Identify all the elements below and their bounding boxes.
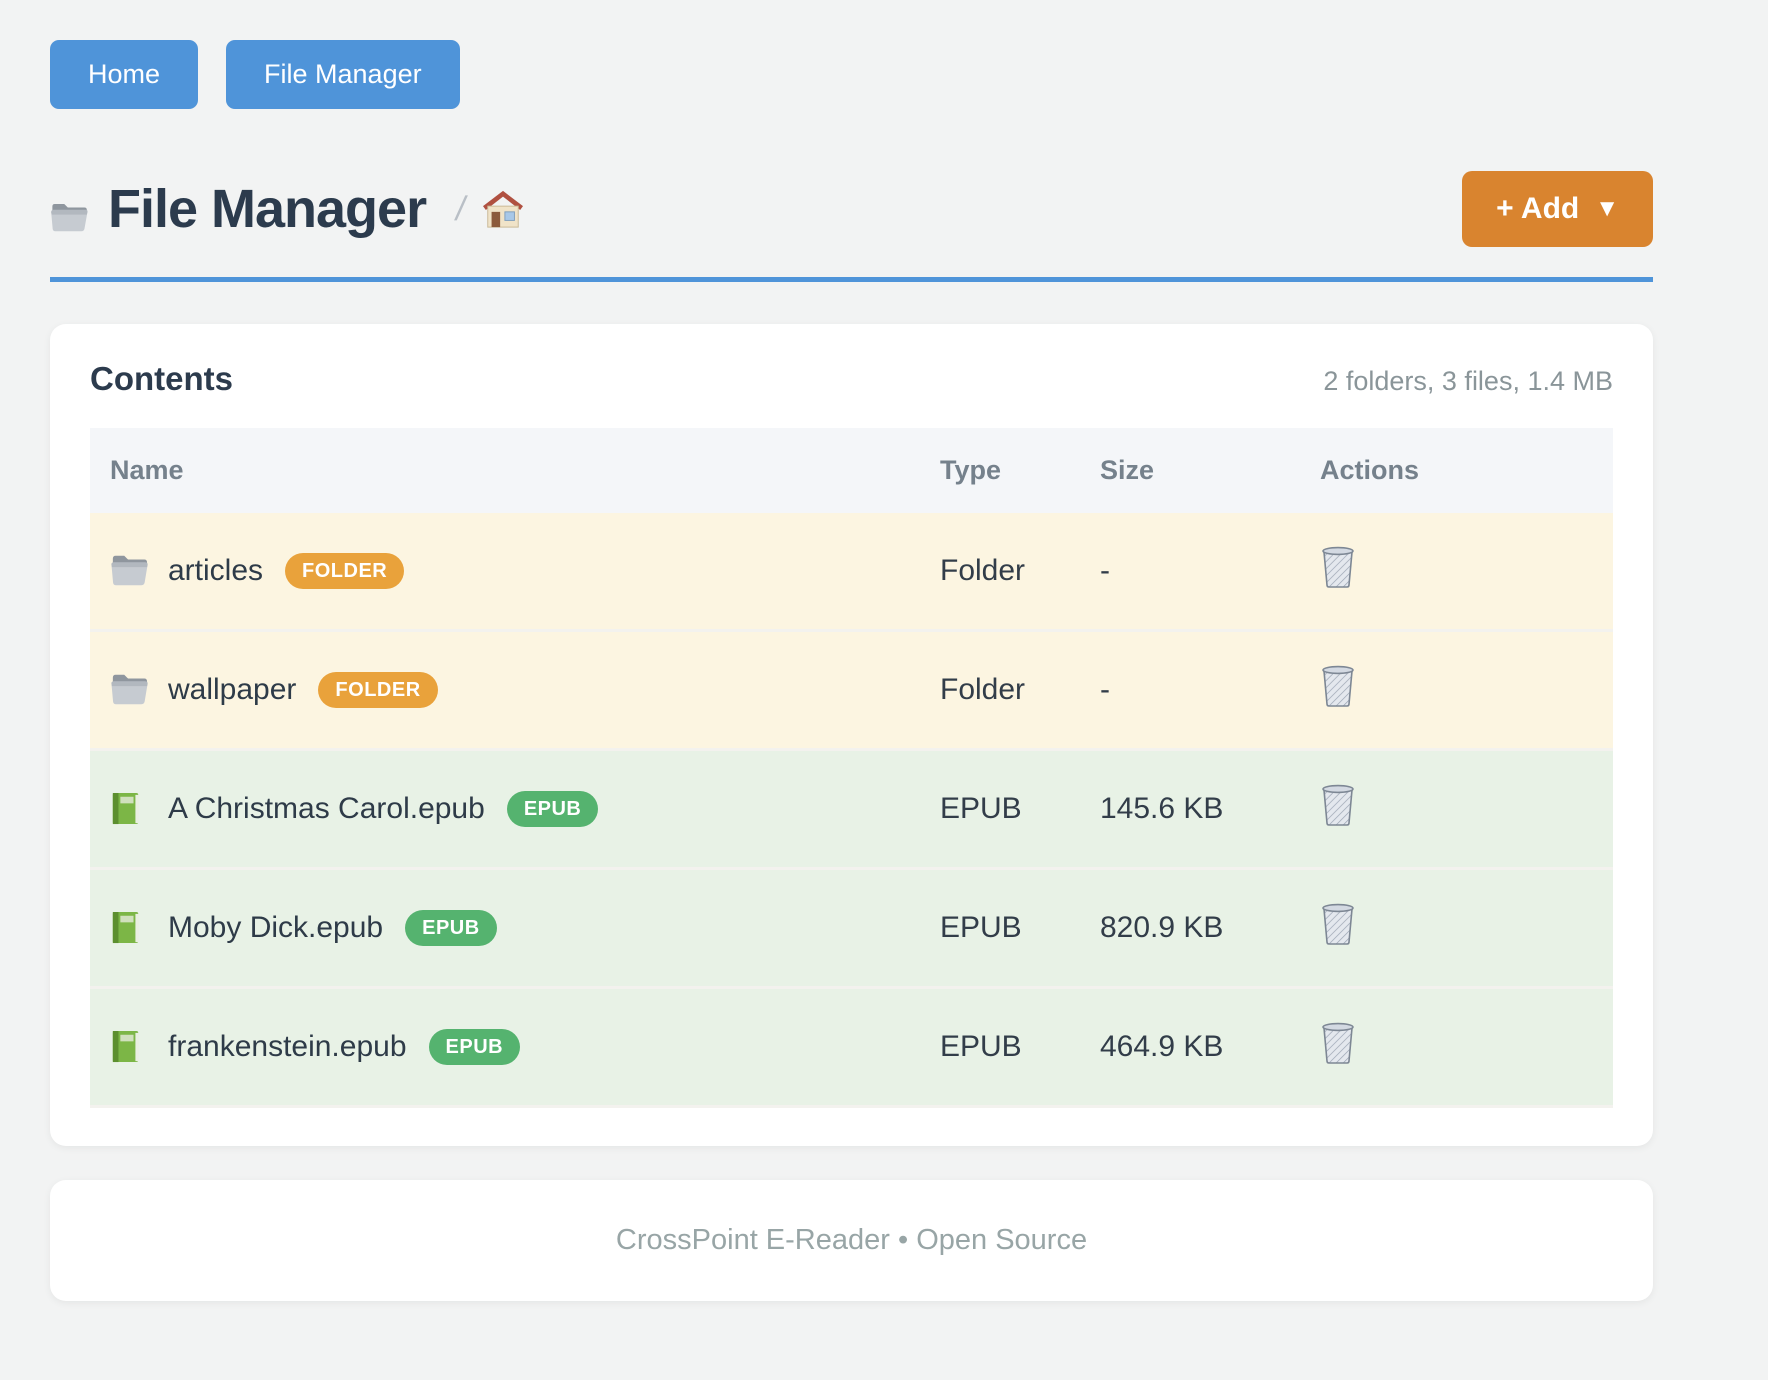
trash-icon xyxy=(1320,546,1356,591)
trash-icon xyxy=(1320,1022,1356,1067)
file-name[interactable]: wallpaper xyxy=(168,673,297,706)
home-icon[interactable] xyxy=(482,189,524,229)
file-badge: EPUB xyxy=(428,1029,521,1065)
file-size: - xyxy=(1080,513,1320,632)
delete-button[interactable] xyxy=(1320,546,1356,588)
folder-icon xyxy=(110,672,148,708)
header-row: Name Type Size Actions xyxy=(90,428,1613,513)
contents-card: Contents 2 folders, 3 files, 1.4 MB Name… xyxy=(50,324,1653,1146)
footer-card: CrossPoint E-Reader • Open Source xyxy=(50,1180,1653,1301)
file-name[interactable]: Moby Dick.epub xyxy=(168,911,384,944)
file-size: 145.6 KB xyxy=(1080,749,1320,870)
file-name[interactable]: A Christmas Carol.epub xyxy=(168,792,485,825)
column-header-actions: Actions xyxy=(1320,455,1420,485)
contents-card-header: Contents 2 folders, 3 files, 1.4 MB xyxy=(90,360,1613,398)
file-type: EPUB xyxy=(920,868,1080,989)
file-name[interactable]: articles xyxy=(168,554,264,587)
column-header-size: Size xyxy=(1100,455,1155,485)
contents-title: Contents xyxy=(90,360,233,397)
table-row[interactable]: frankenstein.epub EPUB EPUB 464.9 KB xyxy=(90,987,1613,1108)
contents-summary: 2 folders, 3 files, 1.4 MB xyxy=(1323,366,1613,396)
file-badge: EPUB xyxy=(506,791,599,827)
file-table-body: articles FOLDER Folder - xyxy=(90,513,1613,1108)
file-type: EPUB xyxy=(920,987,1080,1108)
file-name[interactable]: frankenstein.epub xyxy=(168,1030,407,1063)
file-size: 464.9 KB xyxy=(1080,987,1320,1108)
delete-button[interactable] xyxy=(1320,665,1356,707)
trash-icon xyxy=(1320,784,1356,829)
delete-button[interactable] xyxy=(1320,1022,1356,1064)
home-button[interactable]: Home xyxy=(50,40,199,109)
file-table: Name Type Size Actions xyxy=(90,428,1613,1108)
folder-icon xyxy=(50,191,88,232)
file-type: Folder xyxy=(920,513,1080,632)
file-manager-button[interactable]: File Manager xyxy=(226,40,460,109)
book-icon xyxy=(110,1029,148,1065)
trash-icon xyxy=(1320,665,1356,710)
column-header-type: Type xyxy=(940,455,1002,485)
file-badge: EPUB xyxy=(405,910,497,946)
delete-button[interactable] xyxy=(1320,784,1356,826)
breadcrumb: / xyxy=(452,189,524,229)
book-icon xyxy=(110,910,148,946)
file-type: EPUB xyxy=(920,749,1080,870)
file-type: Folder xyxy=(920,630,1080,751)
folder-icon xyxy=(110,553,148,589)
footer-text: CrossPoint E-Reader • Open Source xyxy=(615,1224,1088,1256)
book-icon xyxy=(110,791,148,827)
table-row[interactable]: A Christmas Carol.epub EPUB EPUB 145.6 K… xyxy=(90,749,1613,870)
delete-button[interactable] xyxy=(1320,903,1356,945)
page-container: Home File Manager File Manager / xyxy=(50,40,1653,1301)
file-badge: FOLDER xyxy=(318,672,438,708)
file-size: - xyxy=(1080,630,1320,751)
breadcrumb-separator: / xyxy=(452,189,469,228)
trash-icon xyxy=(1320,903,1356,948)
caret-down-icon: ▼ xyxy=(1595,195,1619,222)
file-table-head: Name Type Size Actions xyxy=(90,428,1613,513)
page-title: File Manager xyxy=(108,179,427,239)
table-row[interactable]: articles FOLDER Folder - xyxy=(90,513,1613,632)
page-header: File Manager / + Add ▼ xyxy=(50,171,1653,247)
title-wrap: File Manager / xyxy=(50,178,524,240)
top-nav: Home File Manager xyxy=(50,40,1653,109)
table-row[interactable]: wallpaper FOLDER Folder - xyxy=(90,630,1613,751)
add-button[interactable]: + Add ▼ xyxy=(1462,171,1653,247)
add-button-label: + Add xyxy=(1496,192,1580,225)
title-divider xyxy=(50,277,1653,282)
column-header-name: Name xyxy=(110,455,184,485)
table-row[interactable]: Moby Dick.epub EPUB EPUB 820.9 KB xyxy=(90,868,1613,989)
file-size: 820.9 KB xyxy=(1080,868,1320,989)
file-badge: FOLDER xyxy=(285,553,405,589)
